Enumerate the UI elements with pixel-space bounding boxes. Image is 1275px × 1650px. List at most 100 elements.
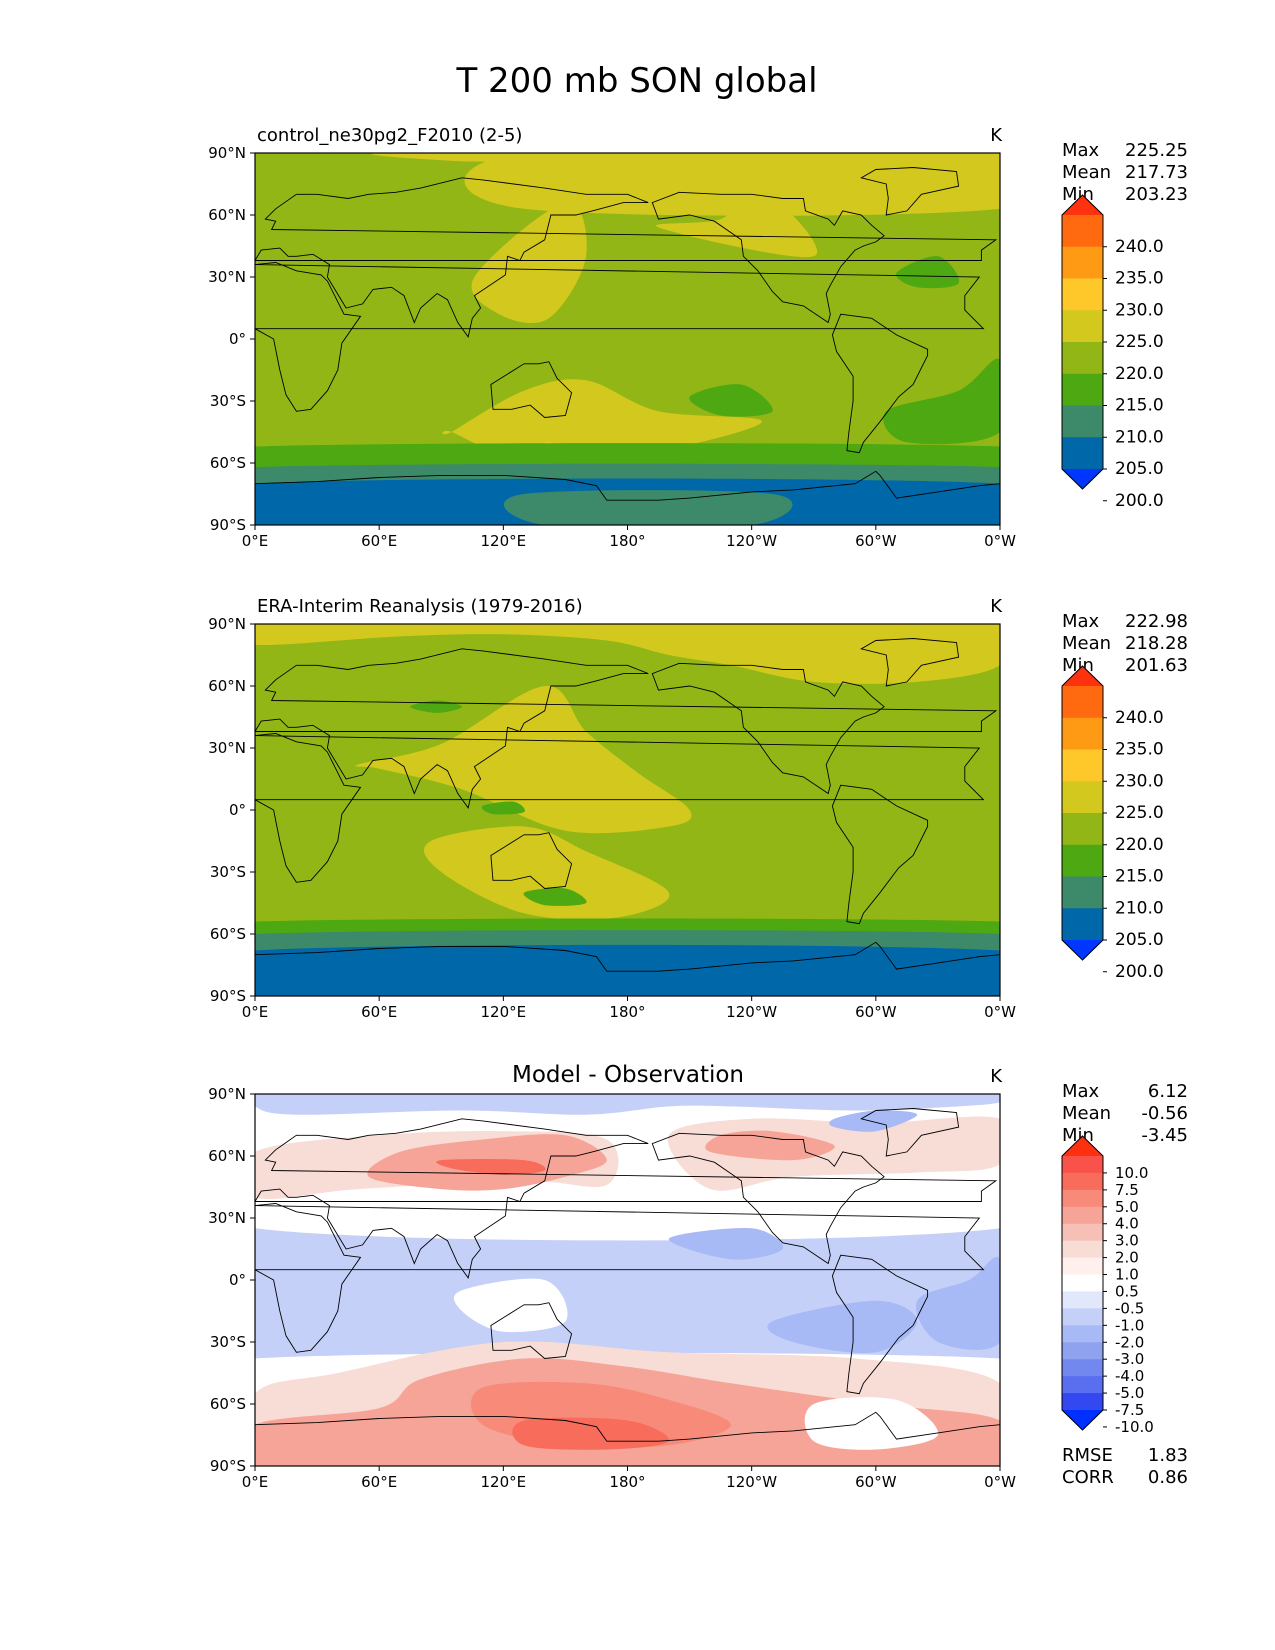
map-field bbox=[255, 153, 1000, 525]
y-tick-label: 30°N bbox=[208, 739, 246, 757]
y-tick-label: 90°S bbox=[210, 516, 246, 534]
contour-region bbox=[705, 1130, 835, 1161]
coastline-eurasia bbox=[255, 648, 998, 809]
colorbar-bin bbox=[1062, 876, 1103, 909]
stat-label: Max bbox=[1062, 611, 1100, 632]
colorbar-bin bbox=[1062, 1156, 1103, 1174]
coastline-eurasia bbox=[255, 1118, 998, 1279]
coastline-antarctica bbox=[255, 941, 1000, 972]
colorbar-tick-label: 5.0 bbox=[1115, 1198, 1139, 1216]
colorbar-bin bbox=[1062, 310, 1103, 343]
x-tick-label: 0°E bbox=[242, 1003, 269, 1021]
colorbar-bin bbox=[1062, 1308, 1103, 1326]
metric-value: 1.83 bbox=[1148, 1445, 1188, 1466]
contour-region bbox=[916, 1256, 1000, 1350]
y-tick-label: 60°N bbox=[208, 206, 246, 224]
colorbar-bin bbox=[1062, 686, 1103, 719]
x-tick-label: 60°E bbox=[361, 532, 397, 550]
colorbar-bin bbox=[1062, 1342, 1103, 1360]
coastline-antarctica bbox=[255, 470, 1000, 501]
colorbar-tick-label: 205.0 bbox=[1115, 930, 1164, 950]
colorbar-bin bbox=[1062, 1274, 1103, 1292]
colorbar-bin bbox=[1062, 405, 1103, 438]
coastline-australia bbox=[490, 1302, 573, 1359]
colorbar-tick-label: -7.5 bbox=[1115, 1401, 1144, 1419]
x-tick-label: 120°E bbox=[481, 532, 527, 550]
colorbar-tick-label: 225.0 bbox=[1115, 803, 1164, 823]
colorbar-tick-label: 4.0 bbox=[1115, 1215, 1139, 1233]
colorbar-bin bbox=[1062, 781, 1103, 814]
y-tick-label: 60°S bbox=[210, 454, 246, 472]
metric-label: RMSE bbox=[1062, 1445, 1113, 1466]
map-field bbox=[255, 1094, 1000, 1466]
colorbar-tick-label: 200.0 bbox=[1115, 962, 1164, 982]
y-tick-label: 90°N bbox=[208, 144, 246, 162]
x-tick-label: 60°W bbox=[855, 1003, 897, 1021]
x-tick-label: 0°W bbox=[984, 1473, 1016, 1491]
panel-difference: Model - Observation K 0°E 60°E 120°E 180° 120°… bbox=[208, 1062, 1188, 1491]
colorbar-bin bbox=[1062, 908, 1103, 941]
stat-value: 203.23 bbox=[1125, 184, 1188, 205]
colorbar-tick-label: 235.0 bbox=[1115, 740, 1164, 760]
coastline-north-america bbox=[651, 1132, 885, 1265]
colorbar-tick-label: 7.5 bbox=[1115, 1181, 1139, 1199]
x-tick-label: 120°W bbox=[726, 532, 777, 550]
units-label: K bbox=[990, 125, 1003, 146]
contour-region bbox=[804, 1397, 939, 1450]
y-tick-label: 0° bbox=[229, 330, 246, 348]
colorbar-tick-label: -3.0 bbox=[1115, 1350, 1144, 1368]
contour-region bbox=[471, 202, 587, 324]
stat-value: -3.45 bbox=[1141, 1125, 1188, 1146]
colorbar-tick-label: -1.0 bbox=[1115, 1316, 1144, 1334]
colorbar-tick-label: 230.0 bbox=[1115, 300, 1164, 320]
coastline-greenland bbox=[860, 167, 960, 216]
coastline-africa bbox=[255, 733, 985, 883]
units-label: K bbox=[990, 1066, 1003, 1087]
x-tick-label: 0°W bbox=[984, 1003, 1016, 1021]
map-field bbox=[255, 624, 1000, 996]
panel-test: control_ne30pg2_F2010 (2-5) K 0°E 60°E 120°E… bbox=[208, 125, 1188, 550]
colorbar-tick-label: -0.5 bbox=[1115, 1299, 1144, 1317]
colorbar-tick-label: 215.0 bbox=[1115, 396, 1164, 416]
panel-title: Model - Observation bbox=[512, 1062, 744, 1088]
contour-region bbox=[481, 801, 525, 815]
colorbar-extend-max bbox=[1062, 195, 1103, 215]
stat-value: 6.12 bbox=[1148, 1081, 1188, 1102]
units-label: K bbox=[990, 596, 1003, 617]
colorbar-tick-label: 220.0 bbox=[1115, 364, 1164, 384]
contour-region bbox=[503, 490, 793, 525]
stat-label: Max bbox=[1062, 140, 1100, 161]
contour-region bbox=[255, 1094, 1000, 1115]
contour-region bbox=[442, 379, 763, 461]
contour-region bbox=[883, 358, 1000, 445]
contour-region bbox=[371, 153, 748, 167]
contour-region bbox=[464, 153, 1000, 216]
x-tick-label: 0°E bbox=[242, 532, 269, 550]
coastline-australia bbox=[490, 361, 573, 418]
contour-region bbox=[255, 624, 1000, 684]
colorbar-bin bbox=[1062, 1291, 1103, 1309]
x-tick-label: 60°W bbox=[855, 1473, 897, 1491]
colorbar-bin bbox=[1062, 215, 1103, 248]
coastline-antarctica bbox=[255, 1411, 1000, 1442]
y-tick-label: 30°N bbox=[208, 268, 246, 286]
colorbar-tick-label: 235.0 bbox=[1115, 269, 1164, 289]
y-tick-label: 60°S bbox=[210, 925, 246, 943]
colorbar-bin bbox=[1062, 1189, 1103, 1208]
stat-label: Max bbox=[1062, 1081, 1100, 1102]
y-tick-label: 0° bbox=[229, 801, 246, 819]
colorbar-extend-min bbox=[1062, 469, 1103, 489]
colorbar-tick-label: -5.0 bbox=[1115, 1384, 1144, 1402]
colorbar-bin bbox=[1062, 1223, 1103, 1242]
colorbar-tick-label: 200.0 bbox=[1115, 491, 1164, 511]
x-tick-label: 120°W bbox=[726, 1473, 777, 1491]
stat-label: Mean bbox=[1062, 633, 1111, 654]
colorbar-extend-min bbox=[1062, 1410, 1103, 1430]
colorbar-tick-label: 205.0 bbox=[1115, 459, 1164, 479]
coastline-africa bbox=[255, 1203, 985, 1353]
colorbar-bin bbox=[1062, 373, 1103, 406]
coastline-south-america bbox=[831, 313, 929, 454]
colorbar-bin bbox=[1062, 278, 1103, 311]
y-tick-label: 30°S bbox=[210, 863, 246, 881]
contour-region bbox=[767, 1300, 918, 1354]
